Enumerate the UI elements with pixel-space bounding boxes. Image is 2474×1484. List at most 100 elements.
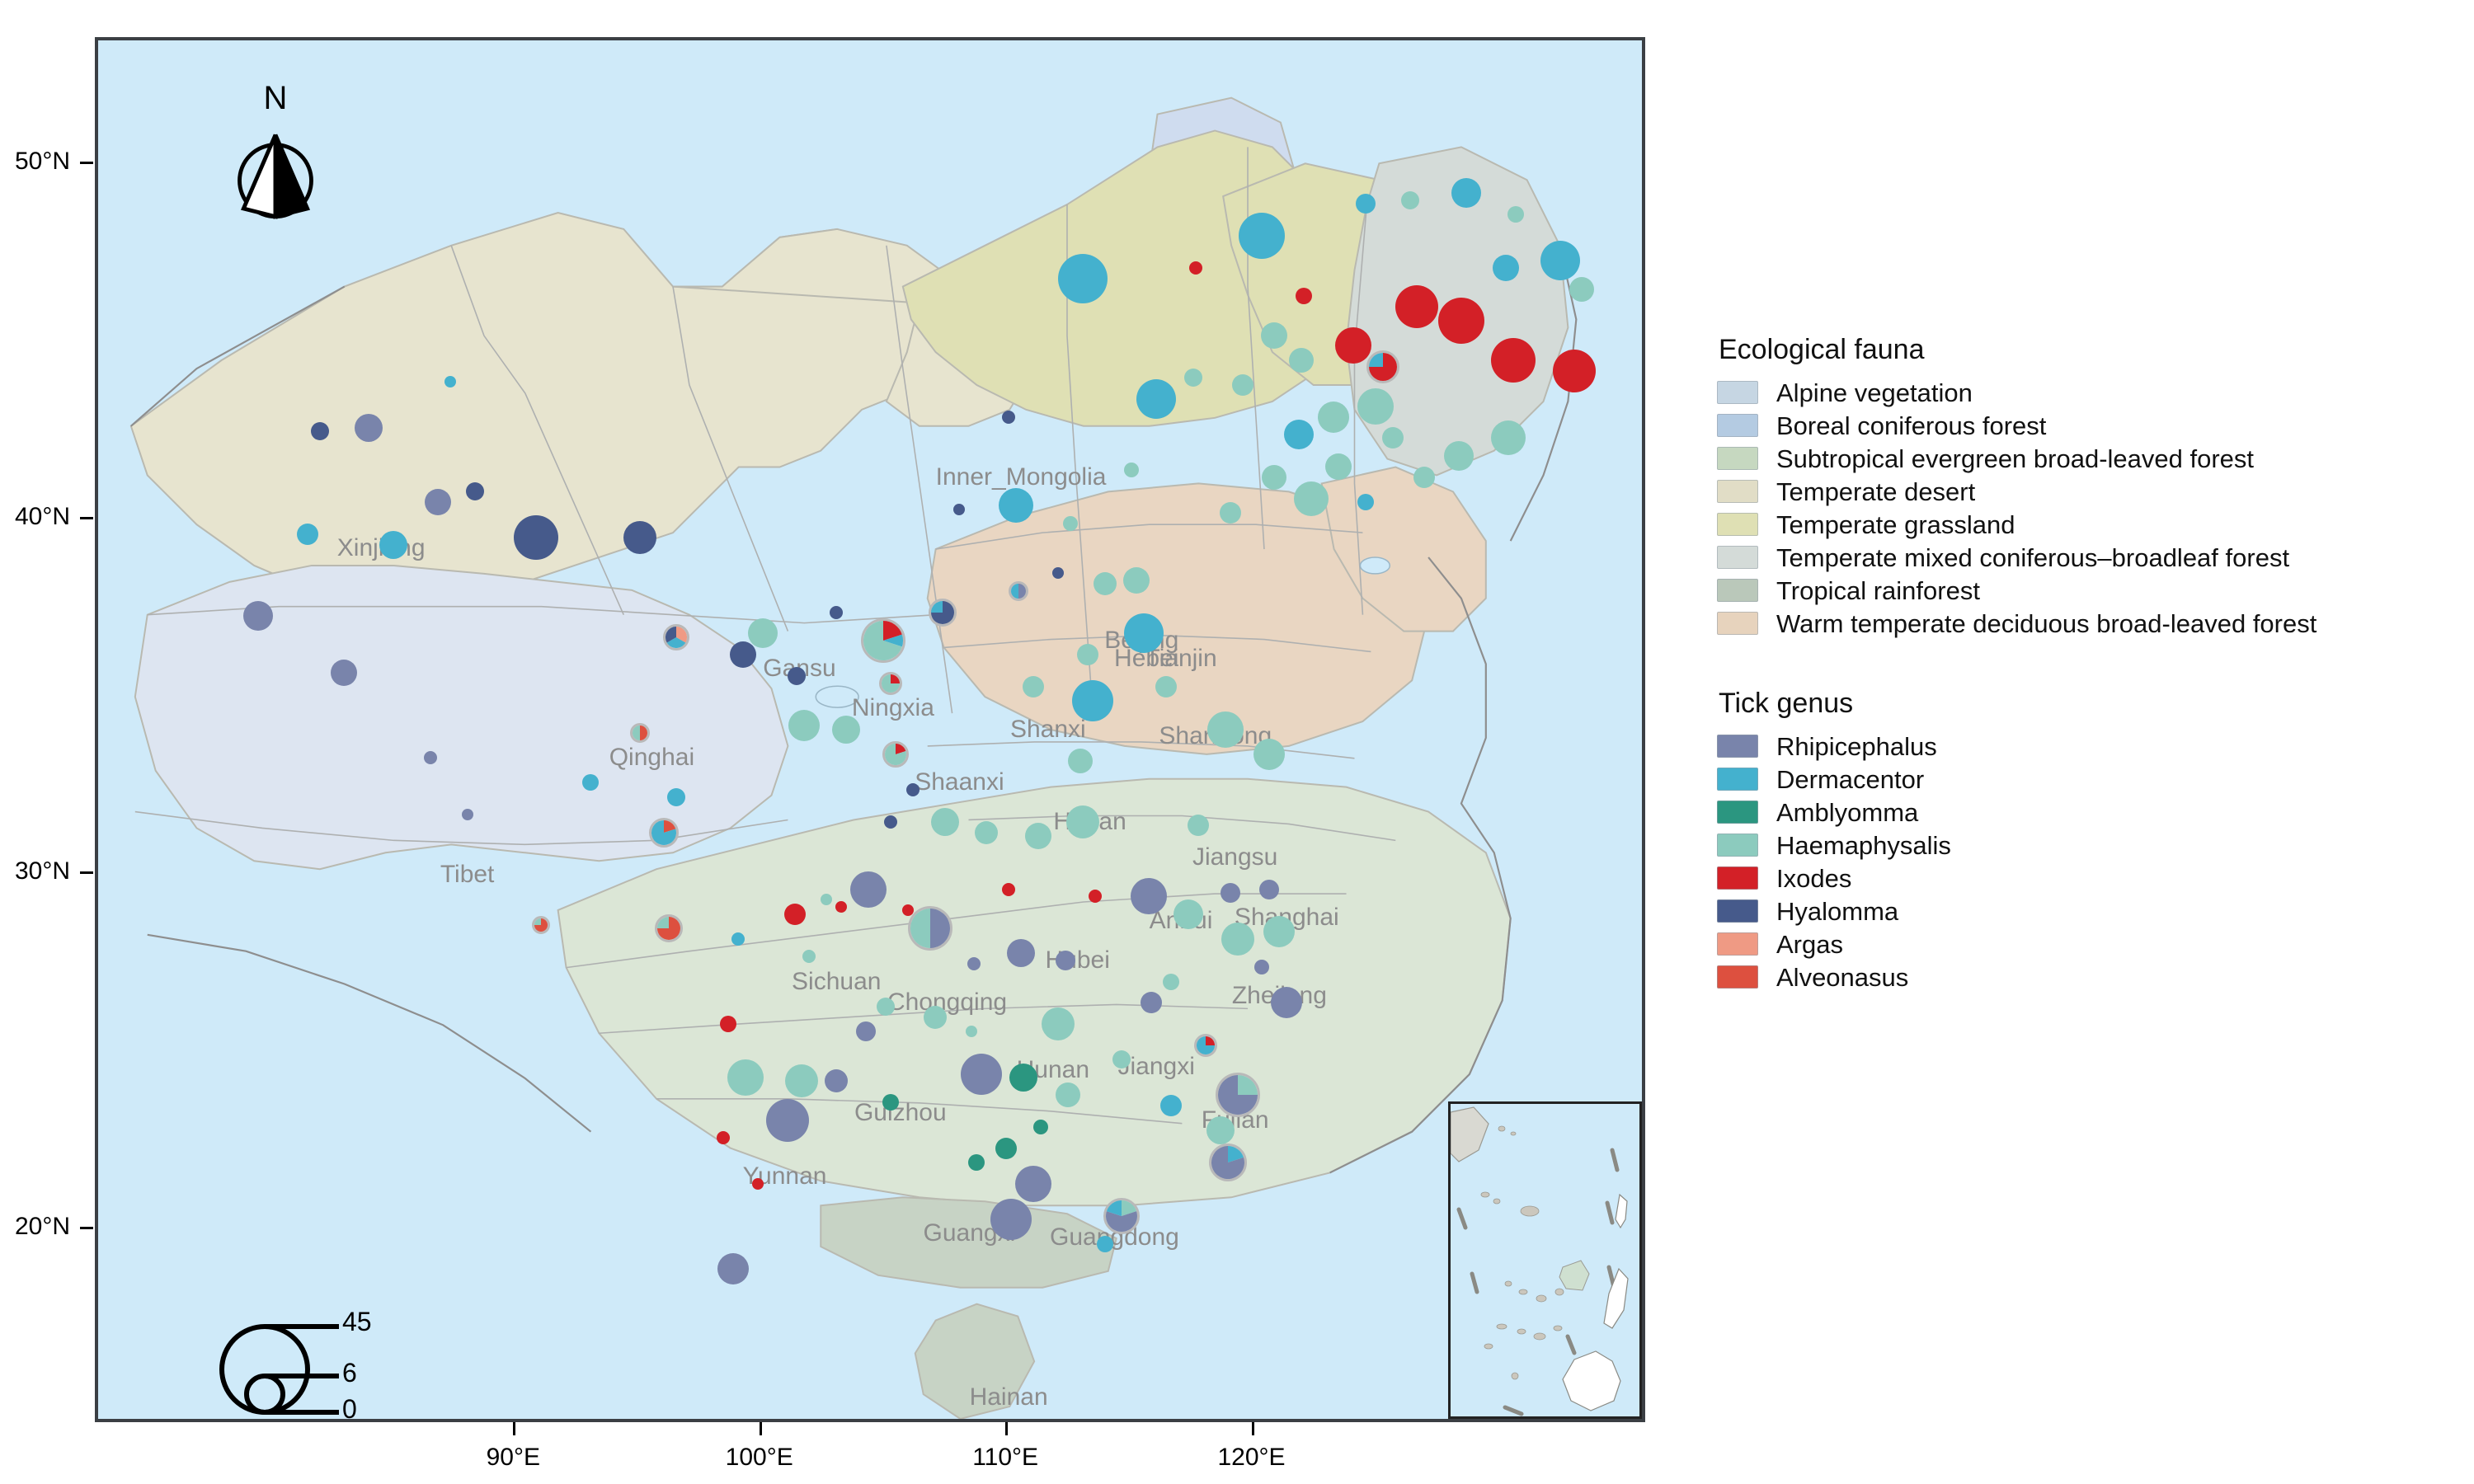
legend-fauna-swatch [1717, 480, 1758, 503]
legend-fauna-label: Boreal coniferous forest [1776, 411, 2047, 440]
tick-symbol [1262, 914, 1296, 949]
legend-genus-item[interactable]: Rhipicephalus [1717, 731, 2459, 761]
legend-fauna-label: Temperate grassland [1776, 510, 2015, 539]
tick-symbol [1219, 881, 1242, 904]
tick-symbol [819, 892, 834, 907]
tick-symbol [1551, 348, 1597, 394]
legend-fauna-item[interactable]: Temperate mixed coniferous–broadleaf for… [1717, 542, 2459, 572]
size-legend: 45 6 0 [214, 1294, 412, 1419]
tick-symbol [860, 618, 905, 663]
tick-symbol [1399, 190, 1421, 211]
map-panel: XinjiangTibetQinghaiGansuInner_MongoliaN… [95, 37, 1645, 1422]
tick-symbol [1450, 176, 1483, 209]
legend-genus-label: Rhipicephalus [1776, 731, 1937, 761]
legend-genus-label: Hyalomma [1776, 896, 1899, 926]
tick-symbol [1122, 461, 1141, 479]
tick-symbol [1056, 252, 1109, 305]
tick-symbol [1032, 1118, 1050, 1136]
tick-symbol [1206, 710, 1245, 749]
legend-fauna-swatch [1717, 414, 1758, 437]
tick-symbol [1491, 253, 1521, 283]
tick-symbol [1161, 972, 1181, 992]
tick-symbol [830, 714, 862, 745]
tick-symbol [622, 519, 658, 556]
legend-fauna-item[interactable]: Tropical rainforest [1717, 575, 2459, 605]
legend-fauna-title: Ecological fauna [1719, 334, 1925, 365]
tick-symbol [1292, 480, 1330, 518]
y-tick-label: 20°N [14, 1213, 70, 1241]
tick-symbol [460, 807, 475, 822]
tick-symbol [882, 740, 909, 768]
tick-symbol [1183, 367, 1204, 388]
tick-symbol [907, 905, 952, 951]
tick-symbol [1489, 336, 1537, 384]
tick-symbol [1186, 813, 1211, 838]
size-legend-max: 45 [342, 1307, 372, 1336]
tick-symbol [1122, 612, 1165, 655]
tick-symbol [1442, 439, 1475, 472]
x-tick-mark [1251, 1422, 1254, 1435]
legend-fauna-swatch [1717, 381, 1758, 404]
inland-water [815, 556, 1391, 708]
map-layers [129, 96, 1578, 1419]
tick-symbol [716, 1252, 750, 1286]
tick-symbol [783, 902, 807, 927]
tick-symbol [464, 481, 486, 502]
tick-symbol [746, 617, 779, 650]
legend-fauna-item[interactable]: Alpine vegetation [1717, 378, 2459, 407]
tick-symbol [1394, 284, 1440, 330]
tick-symbol [666, 787, 687, 808]
tick-symbol [1122, 566, 1151, 595]
tick-symbol [1287, 346, 1315, 374]
legend-genus-item[interactable]: Ixodes [1717, 863, 2459, 893]
tick-symbol [1139, 990, 1164, 1015]
tick-symbol [966, 956, 982, 972]
tick-symbol [1188, 260, 1204, 276]
tick-symbol [973, 819, 999, 846]
tick-symbol [1380, 425, 1405, 450]
tick-symbol [1258, 878, 1281, 901]
size-legend-mid: 6 [342, 1358, 357, 1388]
tick-symbol [828, 604, 844, 621]
x-tick-mark [1005, 1422, 1009, 1435]
legend-genus-item[interactable]: Amblyomma [1717, 797, 2459, 827]
legend-fauna-label: Temperate desert [1776, 477, 1976, 506]
y-tick-mark [80, 516, 93, 519]
tick-symbol [1075, 642, 1100, 667]
north-arrow: N [222, 82, 329, 226]
legend-genus-item[interactable]: Haemaphysalis [1717, 830, 2459, 860]
north-arrow-label: N [263, 80, 288, 116]
tick-symbol [922, 1004, 948, 1031]
tick-symbol [1154, 674, 1178, 699]
tick-symbol [1159, 1093, 1183, 1118]
tick-symbol [730, 931, 746, 947]
tick-symbol [875, 996, 896, 1017]
tick-symbol [726, 1058, 765, 1097]
tick-symbol [443, 374, 458, 389]
legend-genus-item[interactable]: Hyalomma [1717, 896, 2459, 926]
legend-genus-item[interactable]: Argas [1717, 929, 2459, 959]
tick-symbol [1356, 387, 1395, 426]
legend-genus-item[interactable]: Dermacentor [1717, 764, 2459, 794]
legend-fauna-item[interactable]: Temperate desert [1717, 477, 2459, 506]
tick-symbol [1092, 571, 1118, 597]
legend-fauna-item[interactable]: Boreal coniferous forest [1717, 411, 2459, 440]
tick-symbol [849, 870, 888, 909]
legend-fauna-label: Tropical rainforest [1776, 575, 1980, 605]
tick-symbol [1040, 1006, 1076, 1042]
legend-fauna-item[interactable]: Subtropical evergreen broad-leaved fores… [1717, 444, 2459, 473]
tick-symbol [1220, 921, 1256, 957]
tick-symbol [750, 1176, 765, 1191]
legend-fauna-item[interactable]: Temperate grassland [1717, 510, 2459, 539]
tick-symbol [1489, 419, 1527, 457]
legend-fauna-swatch [1717, 447, 1758, 470]
tick-symbol [997, 486, 1035, 524]
legend-genus-swatch [1717, 932, 1758, 956]
legend-genus-label: Amblyomma [1776, 797, 1919, 827]
tick-symbol [801, 948, 817, 965]
legend-genus-item[interactable]: Alveonasus [1717, 962, 2459, 992]
legend-genus-label: Ixodes [1776, 863, 1852, 893]
legend-fauna-swatch [1717, 546, 1758, 569]
tick-symbol [629, 723, 650, 743]
legend-fauna-item[interactable]: Warm temperate deciduous broad-leaved fo… [1717, 608, 2459, 638]
